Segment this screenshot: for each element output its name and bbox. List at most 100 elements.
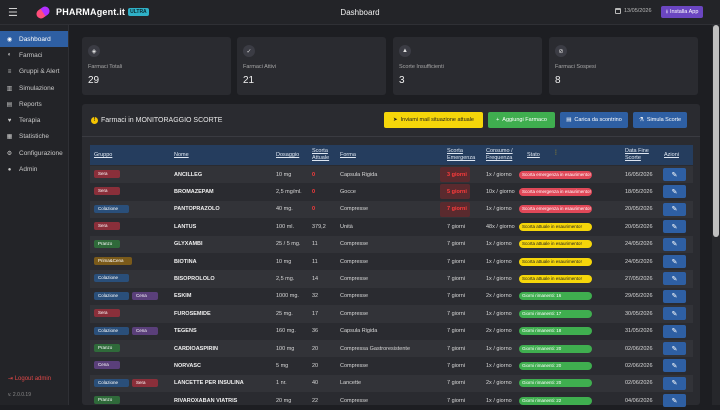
drug-emergency: 7 giorni bbox=[447, 380, 466, 387]
traffic-light-icon: ⋮ bbox=[553, 150, 559, 156]
simulate-stock-button[interactable]: ⚗ Simula Scorte bbox=[633, 112, 687, 128]
edit-button[interactable]: ✎ bbox=[663, 185, 686, 199]
drug-name: LANCETTE PER INSULINA bbox=[174, 380, 244, 387]
add-drug-button[interactable]: + Aggiungi Farmaco bbox=[488, 112, 555, 128]
drug-stock: 32 bbox=[312, 293, 319, 300]
drug-dose: 100 mg bbox=[276, 345, 295, 352]
simulate-stock-label: Simula Scorte bbox=[646, 117, 682, 123]
drug-emergency: 3 giorni bbox=[447, 171, 467, 178]
load-receipt-button[interactable]: ▤ Carica da scontrino bbox=[560, 112, 628, 128]
status-badge: Giorni rimanenti: 18 bbox=[519, 327, 592, 336]
install-app-button[interactable]: ⭳ Installa App bbox=[661, 6, 704, 18]
brand-badge: ULTRA bbox=[128, 8, 149, 16]
drug-dose: 5 mg bbox=[276, 362, 289, 369]
drug-stock: 11 bbox=[312, 241, 318, 248]
drug-emergency: 7 giorni bbox=[447, 258, 466, 265]
header-data[interactable]: Data Fine Scorte bbox=[625, 148, 649, 161]
sidebar-item-admin[interactable]: ● Admin bbox=[0, 161, 68, 177]
header-azioni: Azioni bbox=[664, 152, 679, 158]
drug-consumption: 1x / giorno bbox=[486, 275, 512, 282]
sidebar-item-label: Dashboard bbox=[19, 35, 51, 43]
edit-button[interactable]: ✎ bbox=[663, 220, 686, 234]
header-stato[interactable]: Stato bbox=[527, 152, 540, 158]
sidebar-item-simulazione[interactable]: ▥ Simulazione bbox=[0, 80, 68, 96]
drug-name: ANCILLEG bbox=[174, 171, 203, 178]
end-date: 29/05/2026 bbox=[625, 293, 653, 300]
edit-button[interactable]: ✎ bbox=[663, 272, 686, 286]
drug-emergency: 7 giorni bbox=[447, 328, 466, 335]
warning-icon: ▲ bbox=[399, 45, 411, 57]
edit-button[interactable]: ✎ bbox=[663, 237, 686, 251]
sidebar-item-configurazione[interactable]: ⚙ Configurazione bbox=[0, 145, 68, 161]
edit-button[interactable]: ✎ bbox=[663, 342, 686, 355]
group-tag: Pranzo bbox=[94, 396, 120, 405]
header-scorta[interactable]: Scorta Attuale bbox=[312, 148, 330, 161]
drug-consumption: 1x / giorno bbox=[486, 171, 512, 178]
end-date: 02/06/2026 bbox=[625, 345, 653, 352]
drug-emergency: 7 giorni bbox=[447, 310, 466, 317]
calendar-icon bbox=[615, 8, 621, 14]
panel-title: Farmaci in MONITORAGGIO SCORTE bbox=[101, 117, 223, 124]
sidebar-item-dashboard[interactable]: ◉ Dashboard bbox=[0, 31, 68, 48]
header-emergenza[interactable]: Scorta Emergenza bbox=[447, 148, 476, 161]
sidebar-item-farmaci[interactable]: ◐ Farmaci bbox=[0, 47, 68, 63]
sidebar-item-statistiche[interactable]: ▦ Statistiche bbox=[0, 129, 68, 145]
edit-button[interactable]: ✎ bbox=[663, 376, 686, 390]
sidebar-item-reports[interactable]: ▤ Reports bbox=[0, 96, 68, 112]
group-tag: Prima&Cena bbox=[94, 257, 132, 265]
group-tag: Sera bbox=[132, 378, 158, 387]
edit-icon: ✎ bbox=[671, 293, 678, 301]
drug-dose: 10 mg bbox=[276, 171, 292, 178]
drug-emergency: 7 giorni bbox=[447, 206, 467, 213]
edit-icon: ✎ bbox=[671, 362, 678, 370]
header-nome[interactable]: Nome bbox=[174, 152, 189, 158]
edit-icon: ✎ bbox=[671, 328, 678, 336]
status-badge: Scorta attuale in esaurimento! bbox=[519, 240, 592, 249]
sidebar-item-label: Admin bbox=[19, 166, 38, 174]
logout-link[interactable]: ⇥ Logout admin bbox=[8, 375, 51, 382]
page-scrollbar[interactable] bbox=[712, 25, 720, 405]
group-tag: Pranzo bbox=[94, 344, 120, 352]
drug-dose: 1000 mg. bbox=[276, 293, 299, 300]
edit-button[interactable]: ✎ bbox=[663, 307, 686, 321]
group-tag: Cena bbox=[132, 291, 158, 300]
drug-form: Compresse bbox=[340, 362, 369, 369]
drug-dose: 2,5 mg/ml. bbox=[276, 188, 302, 195]
drug-stock: 11 bbox=[312, 258, 318, 265]
send-mail-button[interactable]: ➤ Inviami mail situazione attuale bbox=[384, 112, 483, 128]
sidebar: ◉ Dashboard ◐ Farmaci ≡ Gruppi & Alert ▥ Simula… bbox=[0, 25, 69, 405]
end-date: 02/06/2026 bbox=[625, 362, 653, 369]
logout-label: Logout admin bbox=[14, 376, 52, 382]
sidebar-item-label: Configurazione bbox=[19, 149, 63, 157]
status-badge: Scorta emergenza in esaurimento! bbox=[519, 205, 592, 214]
edit-button[interactable]: ✎ bbox=[663, 394, 686, 408]
edit-button[interactable]: ✎ bbox=[663, 289, 686, 303]
edit-button[interactable]: ✎ bbox=[663, 255, 686, 268]
header-gruppo[interactable]: Gruppo bbox=[94, 152, 113, 158]
edit-button[interactable]: ✎ bbox=[663, 168, 686, 181]
scrollbar-thumb[interactable] bbox=[713, 25, 719, 237]
drug-name: LANTUS bbox=[174, 223, 197, 230]
edit-button[interactable]: ✎ bbox=[663, 202, 686, 216]
drug-consumption: 1x / giorno bbox=[486, 345, 512, 352]
header-forma[interactable]: Forma bbox=[340, 152, 356, 158]
sidebar-item-label: Terapia bbox=[19, 117, 41, 125]
sidebar-item-gruppi-alert[interactable]: ≡ Gruppi & Alert bbox=[0, 64, 68, 80]
group-tag: Sera bbox=[94, 187, 120, 196]
header-consumo[interactable]: Consumo / Frequenza bbox=[486, 148, 513, 161]
group-tag: Colazione bbox=[94, 204, 129, 213]
sidebar-item-label: Simulazione bbox=[19, 84, 55, 92]
add-drug-label: Aggiungi Farmaco bbox=[502, 117, 547, 123]
date-text: 13/05/2026 bbox=[624, 8, 652, 14]
edit-button[interactable]: ✎ bbox=[663, 324, 686, 338]
sidebar-item-label: Statistiche bbox=[19, 133, 49, 141]
edit-icon: ✎ bbox=[671, 275, 678, 283]
hamburger-menu-icon[interactable]: ☰ bbox=[8, 6, 18, 19]
table-row: Sera BROMAZEPAM 2,5 mg/ml. 0 Gocce 5 giorni 10… bbox=[90, 183, 693, 200]
edit-button[interactable]: ✎ bbox=[663, 359, 686, 373]
stat-card-value: 29 bbox=[88, 75, 100, 86]
sidebar-item-label: Gruppi & Alert bbox=[19, 68, 60, 76]
header-dosaggio[interactable]: Dosaggio bbox=[276, 152, 300, 158]
sidebar-item-terapia[interactable]: ♥ Terapia bbox=[0, 112, 68, 128]
edit-icon: ✎ bbox=[671, 258, 678, 266]
